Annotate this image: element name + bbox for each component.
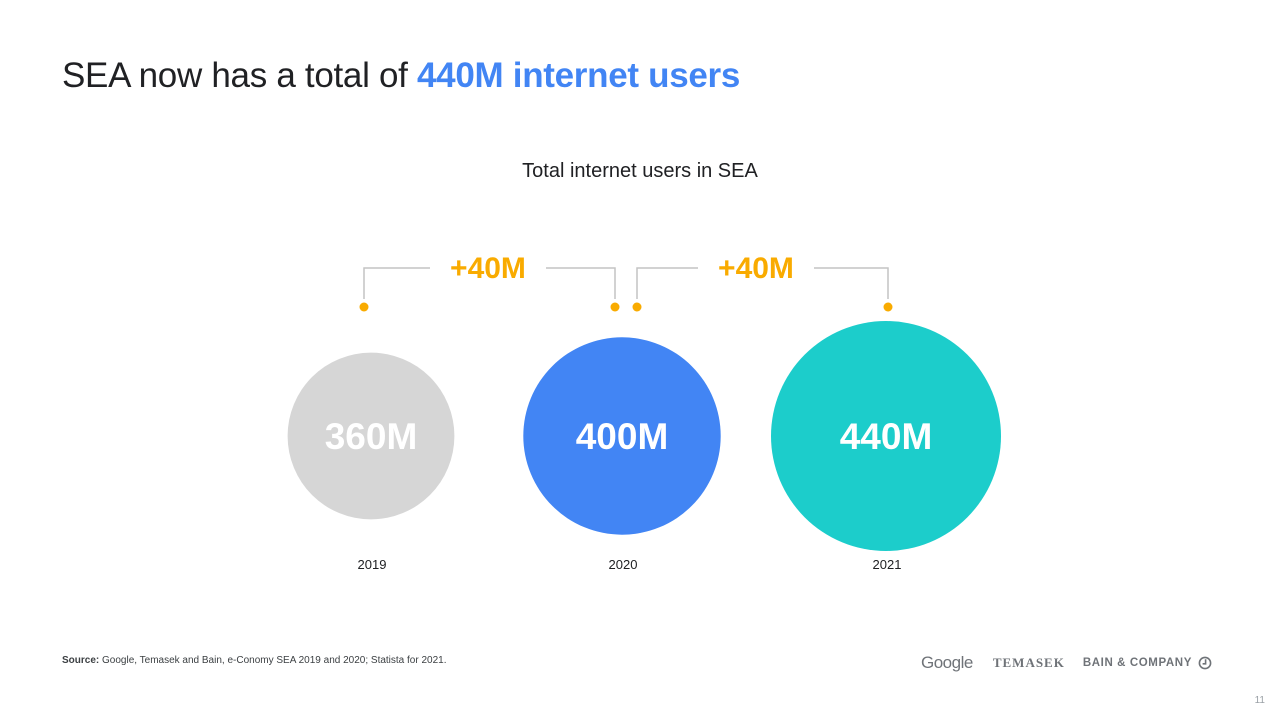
internet-users-chart: Total internet users in SEA 360M 2019 400M… <box>287 160 1001 572</box>
increment-connector-right-0 <box>546 267 616 299</box>
increment-connector-right-1 <box>814 267 889 299</box>
bain-logo: BAIN & COMPANY <box>1083 656 1212 670</box>
temasek-logo: TEMASEK <box>992 655 1065 670</box>
source-label: Source: <box>62 655 100 666</box>
increment-connector-left-1 <box>636 267 698 299</box>
increment-dot-end-1 <box>883 302 893 312</box>
bubble-2020 <box>523 337 721 535</box>
google-logo: Google <box>921 653 973 672</box>
increment-dot-end-0 <box>610 302 620 312</box>
page-title: SEA now has a total of 440M internet use… <box>62 56 740 96</box>
value-label-2021: 440M <box>840 416 933 457</box>
bubble-2021 <box>771 321 1001 551</box>
page-number: 11 <box>1254 695 1265 706</box>
increment-label-1: +40M <box>718 252 794 285</box>
partner-logos: Google TEMASEK BAIN & COMPANY <box>921 652 1212 674</box>
increment-label-0: +40M <box>450 252 526 285</box>
bain-clock-icon <box>1198 656 1212 670</box>
increment-dot-start-0 <box>359 302 369 312</box>
category-label-2021: 2021 <box>873 557 902 572</box>
source-note: Source: Google, Temasek and Bain, e-Cono… <box>62 655 447 666</box>
bubble-2019 <box>287 352 455 520</box>
title-prefix: SEA now has a total of <box>62 56 417 95</box>
title-highlight: 440M internet users <box>417 56 741 95</box>
value-label-2019: 360M <box>325 416 418 457</box>
increment-dot-start-1 <box>632 302 642 312</box>
source-text: Google, Temasek and Bain, e-Conomy SEA 2… <box>99 655 447 666</box>
chart-title: Total internet users in SEA <box>522 160 758 182</box>
bain-logo-text: BAIN & COMPANY <box>1082 657 1192 669</box>
category-label-2020: 2020 <box>609 557 638 572</box>
category-label-2019: 2019 <box>358 557 387 572</box>
increment-connector-left-0 <box>363 267 430 299</box>
value-label-2020: 400M <box>576 416 669 457</box>
